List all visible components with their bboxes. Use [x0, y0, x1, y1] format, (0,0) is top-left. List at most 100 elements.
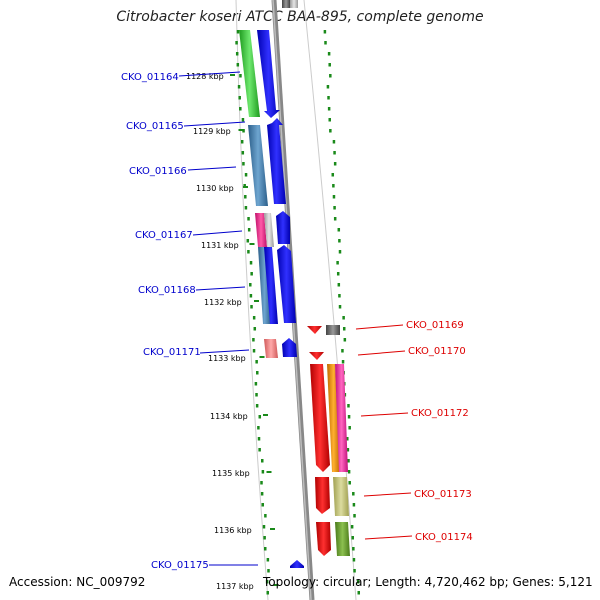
gc-dot-left [255, 404, 259, 408]
gc-dot-left [255, 393, 258, 397]
gc-dot-left [237, 85, 241, 89]
gc-dot-right [341, 360, 345, 364]
topology-text: Topology: circular; Length: 4,720,462 bp… [263, 575, 593, 589]
gc-dot-right [346, 448, 350, 452]
gc-dot-right [332, 195, 336, 199]
outer-ring-left [235, 0, 269, 600]
kbp-tick-label: 1128 kbp [186, 72, 224, 81]
gc-dot-right [342, 327, 346, 331]
gc-dot-right [348, 426, 351, 430]
label-cko-01172: CKO_01172 [411, 408, 469, 419]
gene-cko-01172-arrow [310, 364, 330, 472]
gc-dot-left [265, 580, 269, 584]
label-cko-01169: CKO_01169 [406, 320, 464, 331]
kbp-tick-label: 1135 kbp [212, 469, 250, 478]
gc-dot-left [261, 503, 265, 507]
kbp-tick-label: 1136 kbp [214, 526, 252, 535]
accession-text: Accession: NC_009792 [9, 575, 146, 589]
gc-dot-left [257, 437, 261, 441]
kbp-tick-label: 1137 kbp [216, 582, 254, 591]
gc-dot-right [328, 118, 331, 122]
gc-dot-right [327, 52, 331, 56]
gene-cko-01168-arrow2 [277, 245, 296, 323]
label-cko-01175: CKO_01175 [151, 560, 209, 571]
label-cko-01167: CKO_01167 [135, 230, 193, 241]
right-gene-labels: CKO_01169 CKO_01170 CKO_01172 CKO_01173 … [355, 320, 473, 543]
gc-dot-right [333, 217, 337, 221]
gc-dot-right [331, 173, 335, 177]
label-cko-01170: CKO_01170 [408, 346, 466, 357]
gc-dot-right [338, 294, 341, 298]
top-feature-gray [282, 0, 290, 8]
gene-cko-01165-arrow [267, 118, 286, 204]
gene-cko-01167-cds [255, 213, 267, 247]
gc-dot-right [341, 349, 344, 353]
gc-dot-right [347, 470, 351, 474]
gc-dot-left [240, 140, 244, 144]
gc-dot-left [242, 162, 245, 166]
left-gene-labels: CKO_01164 CKO_01165 CKO_01166 CKO_01167 … [121, 71, 258, 571]
gc-dot-right [326, 85, 330, 89]
gc-dot-left [258, 415, 262, 419]
gene-cko-01164-arrow [257, 30, 280, 118]
gc-dot-left [261, 470, 265, 474]
gc-dot-right [343, 338, 347, 342]
gc-dot-right [333, 206, 336, 210]
kbp-tick-label: 1129 kbp [193, 127, 231, 136]
gc-dot-left [241, 151, 245, 155]
gene-cko-01168-cds [258, 247, 271, 324]
gc-dot-right [336, 261, 339, 265]
gc-dot-right [327, 96, 330, 100]
gc-dot-right [336, 272, 340, 276]
leader-cko-01171 [199, 349, 250, 354]
gc-dot-right [337, 283, 341, 287]
kbp-tick-label: 1130 kbp [196, 184, 234, 193]
leader-cko-01172 [360, 412, 409, 417]
kbp-tick-label: 1134 kbp [210, 412, 248, 421]
gene-cko-01174-cds [335, 522, 350, 556]
gc-dot-right [333, 162, 337, 166]
gc-dot-left [247, 228, 251, 232]
gc-dot-left [260, 481, 263, 485]
gc-dot-left [243, 184, 246, 188]
gc-dot-left [252, 349, 256, 353]
gc-dot-right [337, 228, 341, 232]
kbp-tick-label: 1131 kbp [201, 241, 239, 250]
gc-dot-left [253, 327, 257, 331]
gene-cko-01169-arrow [307, 326, 322, 334]
gc-dot-left [263, 547, 267, 551]
gc-dot-right [357, 591, 361, 595]
leader-cko-01165 [183, 121, 246, 127]
leader-cko-01170 [357, 350, 406, 356]
gc-dot-left [249, 261, 253, 265]
gc-dot-left [244, 173, 248, 177]
label-cko-01168: CKO_01168 [138, 285, 196, 296]
gc-dot-right [350, 525, 354, 529]
gc-dot-left [258, 448, 261, 452]
gc-dot-right [347, 404, 350, 408]
gc-dot-left [238, 96, 241, 100]
gc-dot-right [329, 129, 332, 133]
gc-dot-right [328, 63, 331, 67]
gene-cko-01170-arrow [309, 352, 324, 360]
gene-cko-01173-arrow [315, 477, 330, 514]
gc-dot-left [246, 239, 250, 243]
gc-dot-left [241, 118, 245, 122]
gc-dot-right [352, 547, 355, 551]
gc-dot-right [327, 107, 331, 111]
gc-dot-left [263, 536, 266, 540]
leader-cko-01174 [364, 535, 413, 540]
gc-dot-right [353, 514, 356, 518]
gc-dot-right [356, 580, 360, 584]
gc-dot-left [266, 558, 270, 562]
gc-dot-left [244, 206, 248, 210]
gc-dot-right [323, 30, 327, 34]
gc-dot-left [239, 74, 242, 78]
label-cko-01164: CKO_01164 [121, 72, 179, 83]
gc-dot-left [260, 492, 264, 496]
gene-cko-01174-arrow [316, 522, 331, 556]
gc-dot-left [249, 283, 252, 287]
gc-dot-left [235, 52, 239, 56]
kbp-tick-label: 1133 kbp [208, 354, 246, 363]
gc-dot-left [255, 360, 258, 364]
